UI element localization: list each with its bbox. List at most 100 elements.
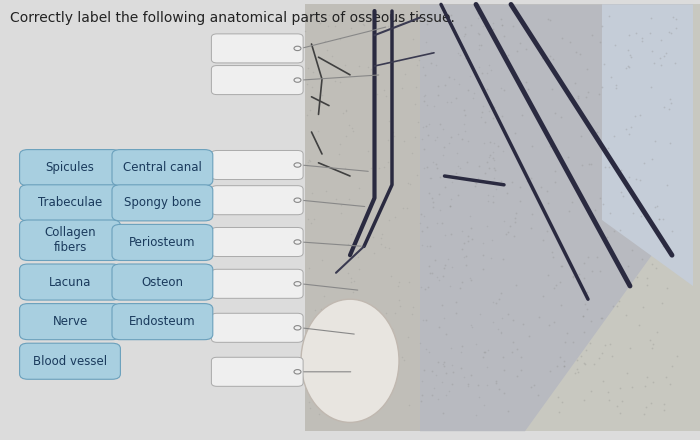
Point xyxy=(662,284,673,291)
Point xyxy=(446,179,457,186)
Point xyxy=(487,25,498,32)
Point xyxy=(489,174,500,181)
Point xyxy=(452,50,463,57)
Point xyxy=(351,372,363,379)
Point xyxy=(486,102,498,109)
Point xyxy=(482,197,493,204)
Point xyxy=(304,404,316,411)
Point xyxy=(307,84,318,91)
Point xyxy=(440,82,451,89)
Point xyxy=(453,130,464,137)
Point xyxy=(543,322,554,329)
Point xyxy=(653,215,664,222)
Point xyxy=(573,369,584,376)
Point xyxy=(618,192,629,199)
Point xyxy=(452,162,463,169)
Point xyxy=(545,17,556,24)
Point xyxy=(556,114,567,121)
Point xyxy=(585,388,596,395)
FancyBboxPatch shape xyxy=(211,150,303,180)
Point xyxy=(393,278,405,285)
Point xyxy=(488,164,499,171)
Point xyxy=(528,107,539,114)
Point xyxy=(318,293,330,300)
Point xyxy=(456,348,467,356)
Point xyxy=(526,142,538,149)
FancyBboxPatch shape xyxy=(20,220,120,260)
Point xyxy=(379,244,391,251)
Point xyxy=(333,150,344,158)
Point xyxy=(328,306,339,313)
Point xyxy=(482,223,493,230)
Point xyxy=(377,230,388,237)
Point xyxy=(654,54,666,61)
Point xyxy=(651,329,662,336)
Point xyxy=(455,285,466,292)
Point xyxy=(466,324,477,331)
Point xyxy=(365,164,377,171)
Point xyxy=(422,283,433,290)
Point xyxy=(555,301,566,308)
Point xyxy=(439,363,450,370)
Point xyxy=(345,322,356,329)
Point xyxy=(510,214,521,221)
Point xyxy=(337,110,348,117)
Point xyxy=(601,233,612,240)
Point xyxy=(412,62,423,69)
Point xyxy=(603,12,615,19)
Point xyxy=(445,134,456,141)
Point xyxy=(348,401,359,408)
Point xyxy=(320,37,331,44)
Point xyxy=(419,92,430,99)
Point xyxy=(316,256,328,263)
Point xyxy=(636,34,648,41)
Point xyxy=(514,197,525,204)
Point xyxy=(658,53,669,60)
Point xyxy=(456,343,468,350)
Point xyxy=(644,30,655,37)
Point xyxy=(349,277,360,284)
Point xyxy=(640,404,651,411)
Point xyxy=(416,397,427,404)
Point xyxy=(636,213,647,220)
Point xyxy=(487,114,498,121)
Point xyxy=(463,238,474,245)
Point xyxy=(665,139,676,147)
Point xyxy=(626,384,637,391)
Point xyxy=(642,282,653,289)
Point xyxy=(476,114,487,121)
Point xyxy=(336,402,347,409)
Point xyxy=(479,348,490,356)
Point xyxy=(435,206,446,213)
Point xyxy=(586,267,597,274)
Point xyxy=(424,189,435,196)
Point xyxy=(487,19,498,26)
Point xyxy=(389,309,400,316)
Point xyxy=(609,227,620,235)
Point xyxy=(537,237,548,244)
Point xyxy=(664,95,676,102)
Point xyxy=(488,139,499,146)
Point xyxy=(416,228,428,235)
Point xyxy=(660,374,671,381)
Point xyxy=(556,262,567,269)
Point xyxy=(582,88,594,95)
Point xyxy=(496,328,507,335)
Point xyxy=(303,156,314,163)
Point xyxy=(312,403,323,410)
Point xyxy=(655,37,666,44)
Point xyxy=(624,344,635,351)
Point xyxy=(573,94,584,101)
Point xyxy=(617,398,628,405)
Point xyxy=(389,214,400,221)
Point xyxy=(402,334,414,341)
Point xyxy=(542,227,553,234)
Point xyxy=(664,106,675,113)
Point xyxy=(542,271,554,279)
Point xyxy=(481,158,492,165)
Point xyxy=(561,330,573,337)
Point xyxy=(461,159,472,166)
Point xyxy=(383,216,394,224)
Point xyxy=(645,15,657,22)
Point xyxy=(354,63,365,70)
